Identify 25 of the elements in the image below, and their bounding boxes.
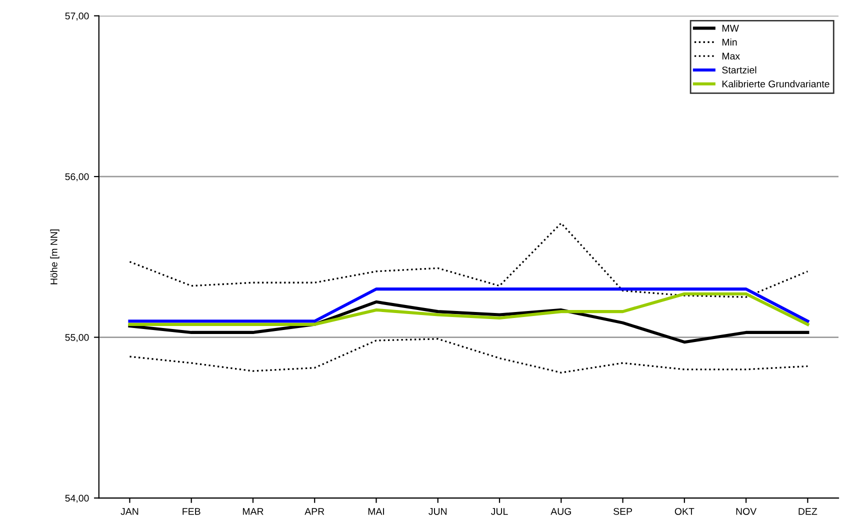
x-tick-label: OKT: [674, 508, 694, 515]
line-series: [128, 338, 809, 374]
legend-label: Startziel: [722, 66, 756, 74]
legend-label: Min: [722, 38, 737, 46]
x-tick-label: APR: [304, 508, 324, 515]
x-tick-label: MAI: [368, 508, 384, 515]
line-series: [128, 300, 810, 344]
x-tick-label: SEP: [614, 508, 632, 515]
x-tick-label: FEB: [182, 508, 200, 515]
x-tick-label: JUN: [428, 508, 447, 515]
legend-label: MW: [722, 24, 739, 32]
y-tick-label: 54,00: [65, 494, 89, 503]
legend-label: Kalibrierte Grundvariante: [722, 80, 830, 88]
x-tick-label: NOV: [736, 508, 757, 515]
legend-label: Max: [722, 52, 740, 60]
x-tick-label: DEZ: [798, 508, 818, 515]
y-tick-label: 57,00: [65, 12, 89, 21]
y-tick-label: 55,00: [65, 334, 89, 342]
x-tick-label: AUG: [550, 508, 571, 515]
x-tick-label: MAR: [242, 508, 264, 515]
x-tick-label: JAN: [120, 508, 138, 515]
line-series: [128, 222, 809, 298]
y-axis-title: Höhe [m NN]: [50, 230, 60, 284]
x-tick-label: JUL: [491, 508, 508, 515]
y-tick-label: 56,00: [65, 173, 89, 182]
